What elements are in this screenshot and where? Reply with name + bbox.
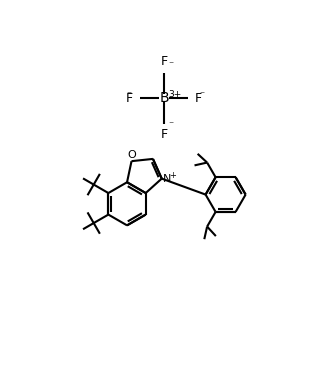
Text: F: F — [160, 128, 168, 141]
Text: B: B — [159, 91, 169, 105]
Text: F: F — [160, 55, 168, 68]
Text: O: O — [127, 151, 136, 160]
Text: F: F — [195, 92, 202, 105]
Text: ⁻: ⁻ — [168, 120, 173, 130]
Text: N: N — [163, 173, 172, 183]
Text: ⁻: ⁻ — [168, 60, 173, 70]
Text: 3+: 3+ — [169, 90, 182, 99]
Text: ⁻: ⁻ — [126, 90, 131, 100]
Text: F: F — [126, 92, 133, 105]
Text: +: + — [169, 171, 176, 180]
Text: ⁻: ⁻ — [199, 90, 204, 100]
